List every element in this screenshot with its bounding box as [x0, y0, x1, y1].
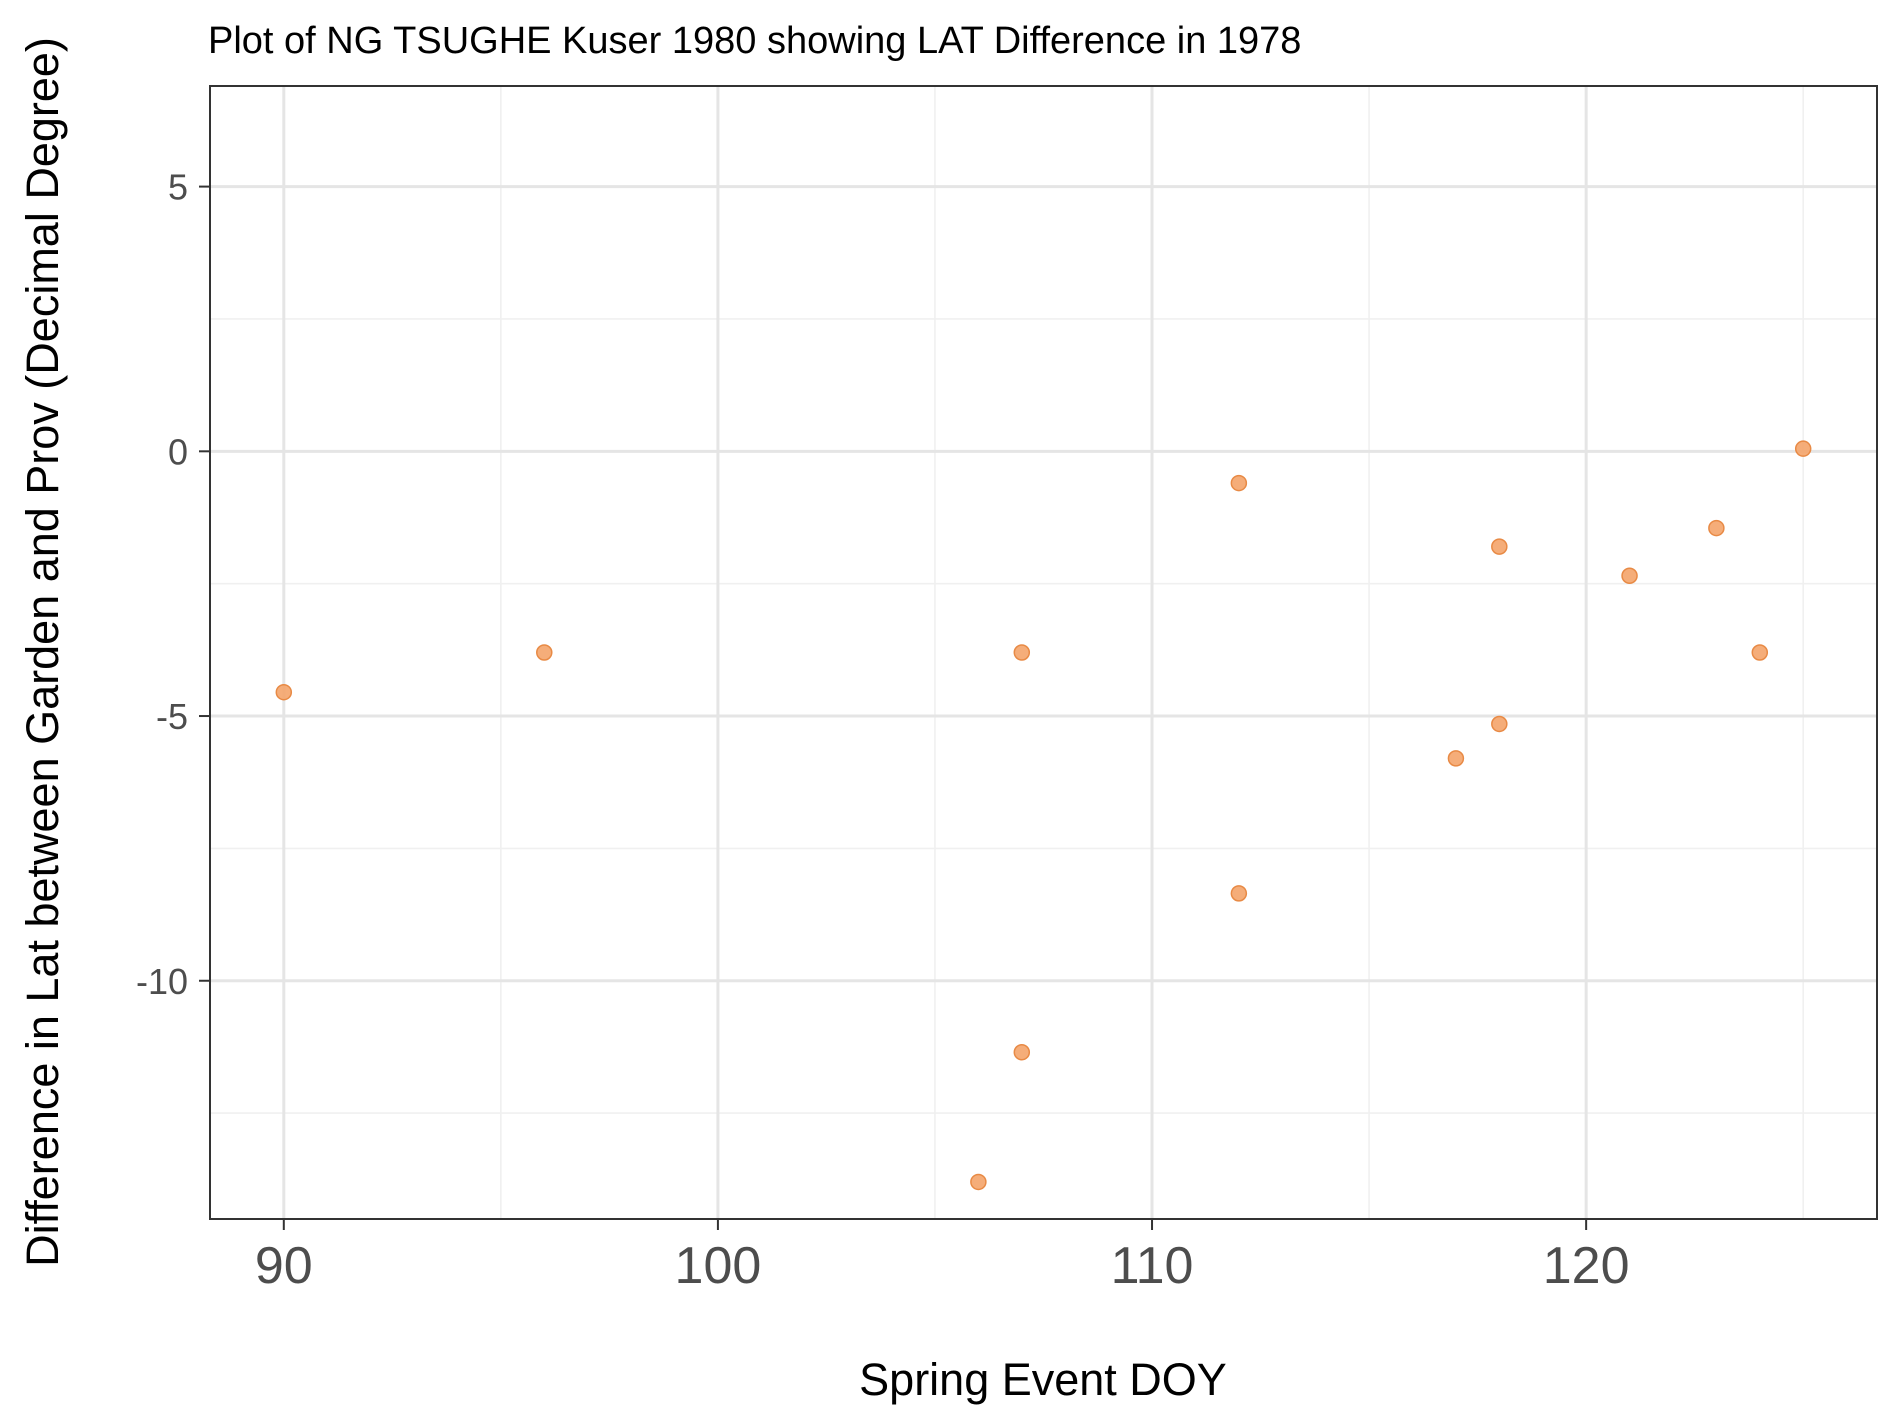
x-axis-label: Spring Event DOY — [859, 1354, 1227, 1405]
data-point-2 — [970, 1173, 987, 1191]
y-axis-label: Difference in Lat between Garden and Pro… — [17, 37, 68, 1267]
data-point-13 — [1794, 440, 1812, 457]
y-tick-label-1: 0 — [168, 431, 188, 472]
data-point-7 — [1447, 750, 1465, 767]
grid — [210, 86, 1877, 1219]
chart-title: Plot of NG TSUGHE Kuser 1980 showing LAT… — [208, 20, 1301, 62]
data-point-1 — [536, 644, 553, 661]
plot-panel — [209, 85, 1878, 1220]
data-point-5 — [1230, 474, 1248, 492]
x-tick-label-0: 90 — [255, 1237, 313, 1295]
data-point-6 — [1230, 885, 1248, 902]
data-point-12 — [1751, 644, 1769, 661]
x-tick-label-2: 110 — [1111, 1237, 1194, 1295]
data-point-0 — [275, 683, 293, 701]
x-tick-label-3: 120 — [1543, 1237, 1630, 1295]
axis-ticks: 90 100 110 120 5 0 -5 -10 — [136, 167, 1630, 1295]
data-point-10 — [1621, 567, 1638, 584]
data-points — [275, 440, 1812, 1191]
data-point-8 — [1491, 538, 1508, 555]
data-point-4 — [1013, 1043, 1031, 1061]
data-point-11 — [1708, 519, 1725, 537]
x-tick-label-1: 100 — [675, 1237, 762, 1295]
data-point-3 — [1013, 644, 1031, 661]
y-tick-label-2: -5 — [156, 696, 188, 737]
y-tick-label-3: -10 — [136, 961, 188, 1002]
y-tick-label-0: 5 — [168, 167, 188, 208]
data-point-9 — [1491, 715, 1508, 733]
